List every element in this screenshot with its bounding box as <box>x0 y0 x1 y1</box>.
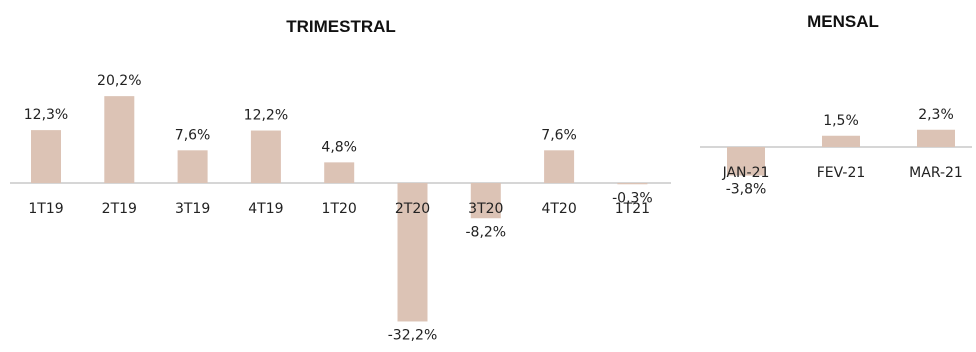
trimestral-data-label: -0,3% <box>612 190 653 206</box>
trimestral-category-label: 4T20 <box>541 201 576 217</box>
trimestral-category-label: 1T19 <box>28 201 63 217</box>
trimestral-bar-1t21 <box>617 183 648 185</box>
mensal-category-label: MAR-21 <box>909 165 963 181</box>
mensal-category-label: JAN-21 <box>722 165 770 181</box>
trimestral-bar-3t19 <box>177 150 208 183</box>
trimestral-data-label: -8,2% <box>465 224 506 240</box>
trimestral-data-label: 12,2% <box>244 108 288 124</box>
mensal-data-label: -3,8% <box>726 182 767 198</box>
mensal-data-label: 2,3% <box>918 107 954 123</box>
trimestral-bar-1t19 <box>31 130 61 183</box>
trimestral-bar-4t19 <box>250 130 281 183</box>
mensal-category-label: FEV-21 <box>817 165 866 181</box>
trimestral-category-label: 3T19 <box>175 201 210 217</box>
trimestral-plot: 12,3% 1T19 20,2% 2T19 7,6% 3T19 12,2% 4T19 4,8% 1… <box>10 73 671 343</box>
chart-title-mensal: MENSAL <box>807 12 879 31</box>
trimestral-category-label: 1T20 <box>322 201 357 217</box>
trimestral-category-label: 2T20 <box>395 201 430 217</box>
trimestral-bar-4t20 <box>544 150 575 183</box>
trimestral-category-label: 3T20 <box>468 201 503 217</box>
trimestral-bar-3t20 <box>470 183 501 219</box>
mensal-plot: -3,8%JAN-21 1,5% FEV-21 2,3% MAR-21 <box>700 107 972 198</box>
mensal-bar-jan-21 <box>727 147 765 176</box>
trimestral-bar-2t19 <box>104 96 135 183</box>
trimestral-bar-2t20 <box>397 183 428 322</box>
mensal-bar-mar-21 <box>917 129 955 147</box>
trimestral-data-label: -32,2% <box>388 327 438 343</box>
trimestral-data-label: 4,8% <box>321 139 357 155</box>
trimestral-data-label: 20,2% <box>97 73 141 89</box>
trimestral-category-label: 1T21 <box>615 201 650 217</box>
mensal-bar-fev-21 <box>822 135 860 147</box>
trimestral-category-label: 2T19 <box>102 201 137 217</box>
mensal-data-label: 1,5% <box>823 113 859 129</box>
trimestral-data-label: 7,6% <box>175 127 211 143</box>
trimestral-bar-1t20 <box>324 162 355 183</box>
trimestral-category-label: 4T19 <box>248 201 283 217</box>
chart-title-trimestral: TRIMESTRAL <box>286 17 396 36</box>
trimestral-data-label: 7,6% <box>541 127 577 143</box>
trimestral-data-label: 12,3% <box>24 107 68 123</box>
